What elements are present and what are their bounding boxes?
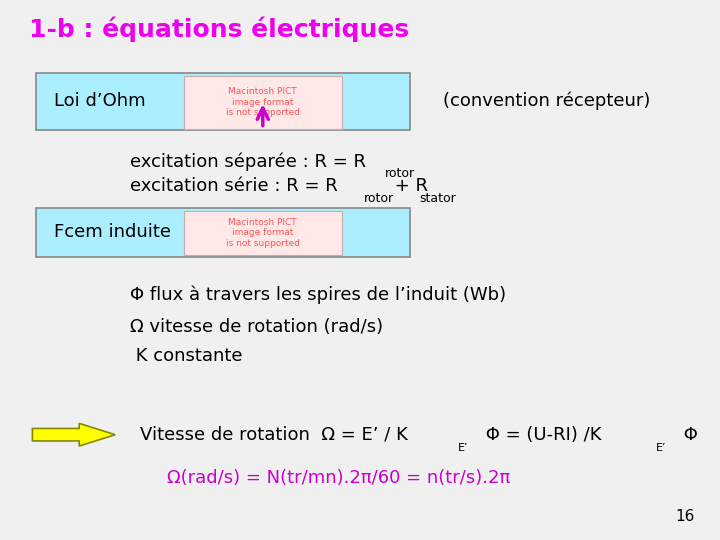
Text: Φ = (U-RI) /K: Φ = (U-RI) /K <box>480 426 601 444</box>
Text: Macintosh PICT
image format
is not supported: Macintosh PICT image format is not suppo… <box>226 218 300 248</box>
FancyBboxPatch shape <box>184 76 342 129</box>
Text: 1-b : équations électriques: 1-b : équations électriques <box>29 16 409 42</box>
Text: E’: E’ <box>458 443 469 453</box>
Text: Macintosh PICT
image format
is not supported: Macintosh PICT image format is not suppo… <box>226 87 300 117</box>
Text: E’: E’ <box>656 443 667 453</box>
Text: Fcem induite: Fcem induite <box>54 223 171 241</box>
Text: K constante: K constante <box>130 347 242 366</box>
Text: rotor: rotor <box>364 192 394 205</box>
Text: 16: 16 <box>675 509 695 524</box>
Text: excitation série : R = R: excitation série : R = R <box>130 177 338 195</box>
FancyBboxPatch shape <box>36 73 410 130</box>
Text: Ω(rad/s) = N(tr/mn).2π/60 = n(tr/s).2π: Ω(rad/s) = N(tr/mn).2π/60 = n(tr/s).2π <box>167 469 510 487</box>
Text: Φ flux à travers les spires de l’induit (Wb): Φ flux à travers les spires de l’induit … <box>130 285 505 303</box>
Text: + R: + R <box>389 177 428 195</box>
FancyBboxPatch shape <box>184 211 342 255</box>
FancyArrow shape <box>32 423 115 446</box>
Text: (convention récepteur): (convention récepteur) <box>443 92 650 110</box>
Text: Vitesse de rotation  Ω = E’ / K: Vitesse de rotation Ω = E’ / K <box>140 426 408 444</box>
Text: excitation séparée : R = R: excitation séparée : R = R <box>130 153 366 171</box>
FancyBboxPatch shape <box>36 208 410 256</box>
Text: Ω vitesse de rotation (rad/s): Ω vitesse de rotation (rad/s) <box>130 318 383 336</box>
Text: Φ: Φ <box>678 426 698 444</box>
Text: Loi d’Ohm: Loi d’Ohm <box>54 92 145 110</box>
Text: rotor: rotor <box>385 167 415 180</box>
Text: stator: stator <box>419 192 456 205</box>
